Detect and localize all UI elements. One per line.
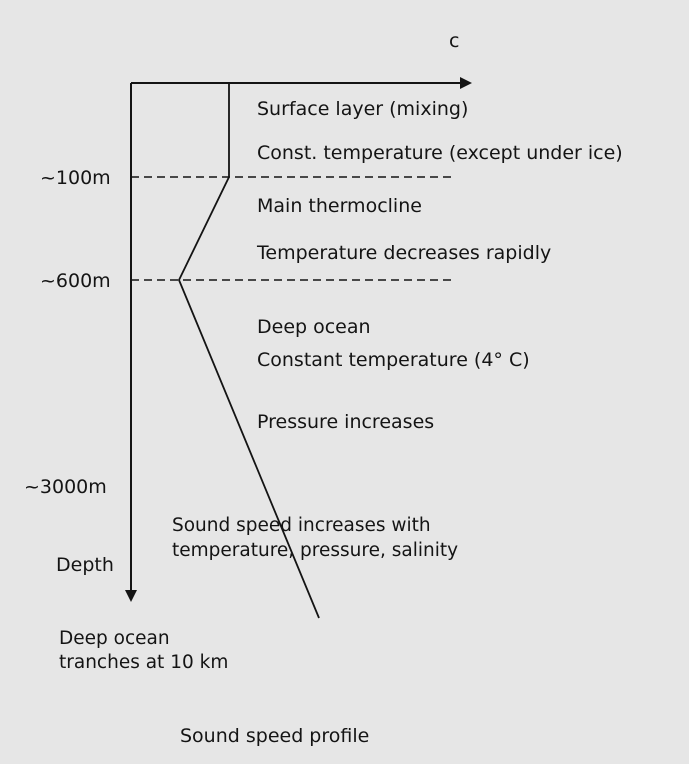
trench-note: Deep ocean tranches at 10 km	[59, 627, 228, 675]
sound-speed-profile-curve	[178, 83, 320, 619]
figure-caption: Sound speed profile	[180, 725, 370, 747]
depth-tick-3000m: ~3000m	[24, 476, 107, 498]
sound-speed-note: Sound speed increases with temperature, …	[172, 513, 458, 563]
deep-ocean-desc: Constant temperature (4° C)	[257, 349, 530, 371]
sound-speed-note-line1: Sound speed increases with	[172, 515, 431, 536]
deep-ocean-title: Deep ocean	[257, 316, 371, 338]
depth-tick-600m: ~600m	[40, 270, 111, 292]
depth-tick-100m: ~100m	[40, 167, 111, 189]
trench-note-line2: tranches at 10 km	[59, 652, 229, 673]
thermocline-desc: Temperature decreases rapidly	[257, 242, 552, 264]
depth-axis-label: Depth	[56, 554, 114, 576]
sound-speed-note-line2: temperature, pressure, salinity	[172, 540, 459, 561]
surface-layer-desc: Const. temperature (except under ice)	[257, 142, 623, 164]
surface-layer-title: Surface layer (mixing)	[257, 98, 469, 120]
thermocline-title: Main thermocline	[257, 195, 422, 217]
trench-note-line1: Deep ocean	[59, 628, 170, 649]
speed-axis-label: c	[449, 30, 460, 52]
pressure-note: Pressure increases	[257, 411, 435, 433]
